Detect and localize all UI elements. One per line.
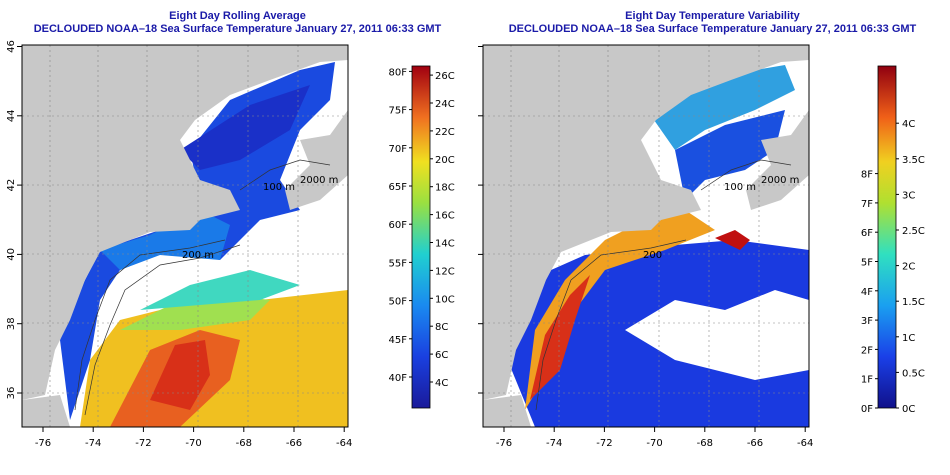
colorbar-label-c: 1C	[902, 333, 915, 344]
map-frame	[21, 44, 349, 428]
colorbar-label-c: 12C	[435, 266, 455, 277]
colorbar-label-c: 16C	[435, 211, 455, 222]
x-tick-label: -72	[135, 438, 151, 449]
colorbar-label-c: 2.5C	[902, 226, 925, 237]
colorbar-label-c: 20C	[435, 155, 455, 166]
colorbar-label-c: 0C	[902, 404, 915, 415]
map-grid	[483, 45, 809, 427]
colorbar-label-f: 7F	[861, 199, 873, 210]
colorbar-label-c: 4C	[435, 378, 448, 389]
colorbar-label-c: 24C	[435, 99, 455, 110]
x-tick-label: -76	[35, 438, 51, 449]
y-tick-label: 44	[475, 109, 478, 122]
sst-average-map: 100 m 2000 m 200 m -76 -74 -72 -70 -68 -66 -64…	[6, 40, 455, 449]
panel-subtitle: DECLOUDED NOAA–18 Sea Surface Temperatur…	[508, 23, 917, 35]
y-tick-label: 42	[475, 179, 478, 192]
colorbar-label-c: 2C	[902, 262, 915, 273]
colorbar-label-f: 70F	[389, 144, 408, 155]
colorbar-label-f: 8F	[861, 170, 873, 181]
x-tick-label: -76	[496, 438, 512, 449]
land-mass	[22, 45, 348, 400]
x-tick-label: -74	[546, 438, 562, 449]
contour-label: 2000 m	[761, 175, 799, 186]
colorbar-label-c: 22C	[435, 127, 455, 138]
colorbar-label-f: 3F	[861, 316, 873, 327]
colorbar	[877, 65, 897, 409]
colorbar-label-c: 3C	[902, 190, 915, 201]
sst-variability-panel: Eight Day Temperature Variability DECLOU…	[475, 0, 950, 475]
x-tick-label: -64	[797, 438, 813, 449]
x-tick-label: -66	[286, 438, 302, 449]
colorbar	[411, 65, 431, 409]
panel-title: Eight Day Temperature Variability	[625, 10, 800, 22]
x-tick-label: -72	[596, 438, 612, 449]
y-tick-label: 44	[6, 109, 17, 122]
colorbar-label-c: 14C	[435, 239, 455, 250]
y-tick-label: 42	[6, 179, 17, 192]
panel-title: Eight Day Rolling Average	[169, 10, 306, 22]
contour-label: 2000 m	[300, 175, 338, 186]
x-tick-label: -68	[236, 438, 252, 449]
y-tick-label: 46	[475, 40, 478, 53]
colorbar-label-f: 5F	[861, 258, 873, 269]
x-tick-label: -64	[336, 438, 352, 449]
y-tick-label: 38	[475, 317, 478, 330]
colorbar-label-c: 8C	[435, 322, 448, 333]
y-tick-label: 46	[6, 40, 17, 53]
colorbar-label-c: 6C	[435, 350, 448, 361]
y-tick-label: 40	[475, 248, 478, 261]
map-frame	[482, 44, 810, 428]
colorbar-label-f: 50F	[389, 297, 408, 308]
y-tick-label: 36	[6, 387, 17, 400]
bathymetry-contour	[535, 239, 687, 411]
panel-subtitle: DECLOUDED NOAA–18 Sea Surface Temperatur…	[33, 23, 442, 35]
colorbar-label-c: 18C	[435, 183, 455, 194]
colorbar-label-c: 3.5C	[902, 155, 925, 166]
contour-label: 200	[643, 250, 662, 261]
x-tick-label: -70	[646, 438, 662, 449]
contour-label: 100 m	[724, 182, 756, 193]
colorbar-label-c: 4C	[902, 119, 915, 130]
land-mass	[483, 45, 809, 400]
x-tick-label: -66	[747, 438, 763, 449]
colorbar-label-f: 0F	[861, 404, 873, 415]
colorbar-label-f: 60F	[389, 220, 408, 231]
colorbar-label-f: 4F	[861, 287, 873, 298]
colorbar-label-f: 40F	[389, 373, 408, 384]
colorbar-label-c: 0.5C	[902, 368, 925, 379]
x-tick-label: -74	[85, 438, 101, 449]
colorbar-label-f: 1F	[861, 375, 873, 386]
x-tick-label: -70	[185, 438, 201, 449]
colorbar-label-f: 80F	[389, 67, 408, 78]
map-grid	[22, 45, 348, 427]
colorbar-label-c: 10C	[435, 294, 455, 305]
y-tick-label: 36	[475, 387, 478, 400]
colorbar-label-c: 26C	[435, 71, 455, 82]
colorbar-label-f: 2F	[861, 345, 873, 356]
bathymetry-contour	[74, 239, 226, 411]
sst-average-panel: Eight Day Rolling Average DECLOUDED NOAA…	[6, 10, 455, 449]
colorbar-label-f: 75F	[389, 106, 408, 117]
sst-variability-map: 100 m 2000 m 200 -76 -74 -72 -70 -68 -66 -64 36…	[475, 40, 925, 449]
colorbar-label-f: 55F	[389, 258, 408, 269]
x-tick-label: -68	[697, 438, 713, 449]
colorbar-label-f: 45F	[389, 335, 408, 346]
y-tick-label: 40	[6, 248, 17, 261]
colorbar-label-f: 6F	[861, 228, 873, 239]
colorbar-label-c: 1.5C	[902, 297, 925, 308]
contour-label: 100 m	[263, 182, 295, 193]
contour-label: 200 m	[182, 250, 214, 261]
colorbar-label-f: 65F	[389, 182, 408, 193]
y-tick-label: 38	[6, 317, 17, 330]
